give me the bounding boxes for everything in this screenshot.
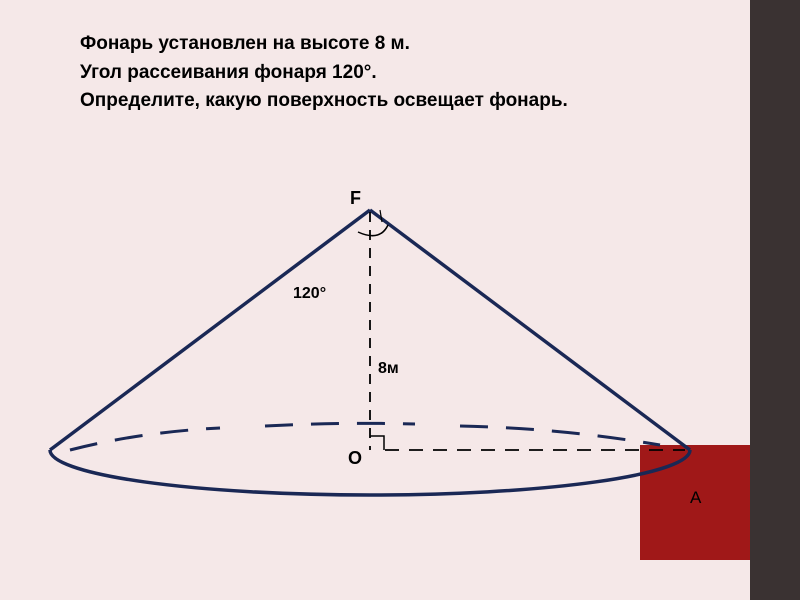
- cone-left-edge: [50, 210, 370, 450]
- ellipse-back-dash-3: [460, 426, 660, 445]
- right-angle-marker: [370, 436, 384, 450]
- center-label: O: [348, 448, 362, 469]
- problem-line-2: Угол рассеивания фонаря 120°.: [80, 59, 568, 88]
- apex-label: F: [350, 188, 361, 209]
- angle-arc: [358, 225, 388, 236]
- height-label: 8м: [378, 360, 399, 378]
- problem-line-3: Определите, какую поверхность освещает ф…: [80, 87, 568, 116]
- problem-statement: Фонарь установлен на высоте 8 м. Угол ра…: [80, 30, 568, 116]
- cone-right-edge: [370, 210, 690, 450]
- problem-line-1: Фонарь установлен на высоте 8 м.: [80, 30, 568, 59]
- ellipse-front: [50, 450, 690, 495]
- sidebar-stripe: [750, 0, 800, 600]
- point-a-label: A: [690, 488, 701, 508]
- ellipse-back-dash-2: [265, 423, 415, 426]
- angle-label: 120°: [293, 285, 326, 303]
- ellipse-back-dash-1: [70, 428, 220, 450]
